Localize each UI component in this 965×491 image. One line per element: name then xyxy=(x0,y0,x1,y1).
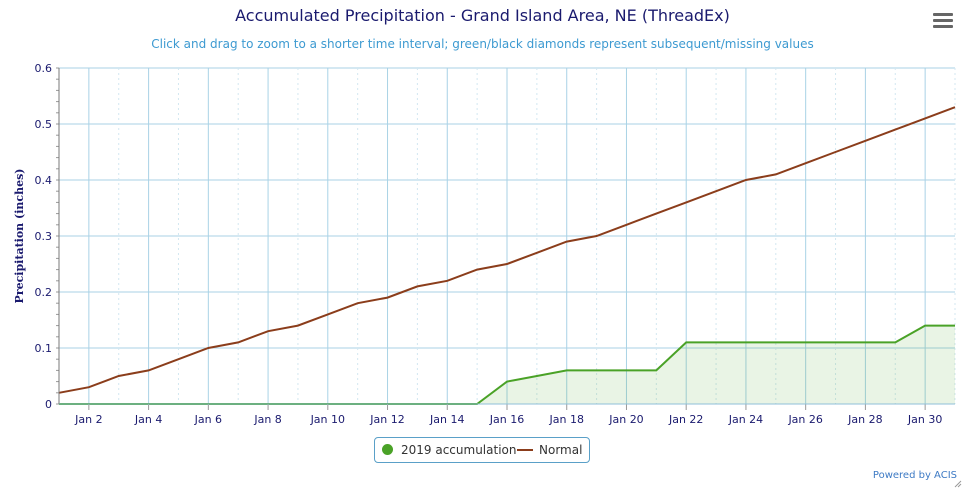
y-tick-label: 0.4 xyxy=(35,174,53,187)
menu-icon[interactable] xyxy=(933,13,953,31)
x-tick-label: Jan 16 xyxy=(489,413,524,426)
x-tick-label: Jan 4 xyxy=(134,413,162,426)
x-tick-label: Jan 24 xyxy=(728,413,763,426)
y-tick-label: 0.2 xyxy=(35,286,53,299)
accumulation-area xyxy=(59,325,955,404)
normal-line xyxy=(58,106,956,394)
y-tick-label: 0.1 xyxy=(35,342,53,355)
legend-line-icon xyxy=(517,449,533,451)
chart-subtitle: Click and drag to zoom to a shorter time… xyxy=(151,37,814,51)
y-tick-label: 0.6 xyxy=(35,62,53,75)
x-tick-label: Jan 2 xyxy=(74,413,102,426)
x-tick-label: Jan 12 xyxy=(369,413,404,426)
legend-dot-icon xyxy=(382,444,393,455)
y-axis-label: Precipitation (inches) xyxy=(13,169,26,304)
x-tick-label: Jan 20 xyxy=(608,413,643,426)
x-tick-label: Jan 22 xyxy=(668,413,703,426)
y-tick-label: 0 xyxy=(45,398,52,411)
x-tick-label: Jan 30 xyxy=(907,413,942,426)
x-tick-label: Jan 14 xyxy=(429,413,464,426)
x-tick-label: Jan 10 xyxy=(310,413,345,426)
x-tick-label: Jan 8 xyxy=(253,413,281,426)
legend-label-normal: Normal xyxy=(539,443,583,457)
legend: 2019 accumulation Normal xyxy=(374,437,590,463)
x-tick-label: Jan 26 xyxy=(787,413,822,426)
x-tick-label: Jan 6 xyxy=(194,413,222,426)
chart-title: Accumulated Precipitation - Grand Island… xyxy=(235,6,730,25)
resize-handle-icon[interactable] xyxy=(954,480,962,488)
y-tick-label: 0.3 xyxy=(35,230,53,243)
credit-link[interactable]: Powered by ACIS xyxy=(872,470,957,481)
y-tick-label: 0.5 xyxy=(35,118,53,131)
legend-item-accumulation[interactable]: 2019 accumulation xyxy=(382,443,516,457)
x-tick-label: Jan 28 xyxy=(847,413,882,426)
legend-label-accumulation: 2019 accumulation xyxy=(401,443,517,457)
legend-item-normal[interactable]: Normal xyxy=(517,443,582,457)
x-tick-label: Jan 18 xyxy=(549,413,584,426)
